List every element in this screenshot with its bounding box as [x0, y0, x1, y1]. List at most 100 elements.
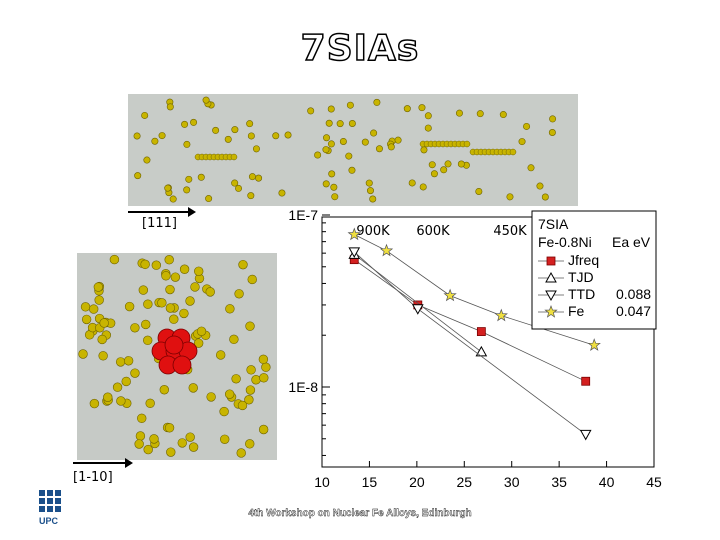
- atom: [103, 392, 113, 402]
- atom: [98, 351, 108, 361]
- legend-value: 0.088: [616, 286, 651, 302]
- atom: [188, 442, 199, 452]
- slide-title: 7SIAs: [300, 27, 420, 70]
- atom: [345, 152, 353, 160]
- legend-value-header: Ea eV: [612, 234, 651, 250]
- atom: [424, 124, 432, 132]
- data-point-fe: [494, 308, 508, 322]
- atom: [158, 132, 166, 140]
- temperature-label: 450K: [493, 224, 527, 239]
- atom: [549, 115, 557, 123]
- temperature-label: 900K: [356, 224, 390, 239]
- atom: [325, 119, 333, 127]
- atom: [205, 195, 213, 203]
- atom: [193, 338, 204, 348]
- atom: [339, 137, 347, 145]
- atom: [541, 193, 549, 201]
- atom: [523, 122, 531, 130]
- data-point-jfreq: [476, 327, 486, 336]
- atom: [188, 383, 198, 393]
- data-point-ttd: [411, 304, 424, 315]
- atom: [81, 314, 92, 325]
- atom: [219, 406, 229, 417]
- atom: [323, 134, 331, 142]
- atom: [420, 146, 428, 154]
- atom: [78, 349, 88, 359]
- x-tick-label: 10: [314, 474, 330, 490]
- atom: [307, 107, 315, 115]
- atom: [330, 183, 338, 191]
- atom: [327, 140, 335, 148]
- atom: [237, 400, 248, 411]
- legend-box: [531, 210, 657, 330]
- atom: [89, 398, 100, 409]
- atom: [151, 260, 162, 270]
- atom: [370, 129, 378, 137]
- x-tick-label: 40: [599, 474, 615, 490]
- atom: [165, 284, 175, 295]
- atom: [248, 173, 256, 181]
- data-point-ttd: [579, 429, 592, 441]
- atom: [181, 120, 189, 128]
- crowdion-atom: [509, 148, 517, 156]
- atom: [99, 318, 109, 328]
- atom: [164, 184, 172, 192]
- atom: [166, 447, 176, 457]
- atom: [202, 96, 210, 104]
- atom: [137, 413, 147, 424]
- data-point-fe: [347, 227, 361, 241]
- atom: [212, 126, 220, 134]
- atom: [194, 266, 204, 276]
- atom: [231, 179, 239, 187]
- sia-cluster-atom: [172, 355, 192, 375]
- data-point-ttd: [545, 290, 557, 302]
- atom: [185, 175, 193, 183]
- direction-arrow-1-10: [73, 458, 133, 468]
- atom: [394, 136, 402, 144]
- atom: [123, 356, 134, 366]
- atom: [258, 424, 269, 435]
- data-point-fe: [587, 338, 601, 351]
- atom: [408, 179, 416, 187]
- simulation-image-111: [128, 94, 578, 206]
- atom: [124, 301, 135, 312]
- atom: [322, 146, 330, 154]
- atom: [375, 145, 383, 153]
- footer-text: 4th Workshop on Nuclear Fe Alloys, Edinb…: [248, 508, 472, 519]
- atom: [527, 164, 535, 172]
- atom: [143, 444, 153, 455]
- atom: [169, 195, 177, 203]
- atom: [161, 271, 171, 281]
- atom: [251, 375, 261, 385]
- legend-value: 0.047: [616, 303, 651, 319]
- x-tick-label: 25: [456, 474, 472, 490]
- atom: [229, 334, 239, 345]
- atom: [252, 145, 260, 153]
- atom: [258, 354, 269, 365]
- atom: [314, 151, 322, 159]
- atom: [145, 398, 155, 408]
- atom: [121, 376, 131, 387]
- x-tick-label: 15: [362, 474, 378, 490]
- atom: [112, 382, 123, 392]
- atom: [373, 98, 381, 106]
- legend-header: Fe-0.8Ni: [538, 234, 592, 250]
- atom: [475, 187, 483, 195]
- atom: [215, 350, 226, 360]
- atom: [455, 109, 463, 117]
- logo-text: UPC: [39, 516, 59, 526]
- legend-entry: Jfreq: [568, 252, 599, 268]
- atom: [224, 389, 235, 399]
- atom: [179, 264, 190, 274]
- atom: [135, 431, 146, 441]
- series-line-jfreq: [354, 259, 586, 382]
- atom: [418, 104, 426, 112]
- atom: [206, 392, 216, 402]
- atom: [177, 438, 187, 448]
- crowdion-atom: [230, 153, 238, 161]
- atom: [141, 319, 151, 330]
- atom: [169, 314, 179, 324]
- atom: [166, 103, 174, 111]
- atom: [476, 110, 484, 118]
